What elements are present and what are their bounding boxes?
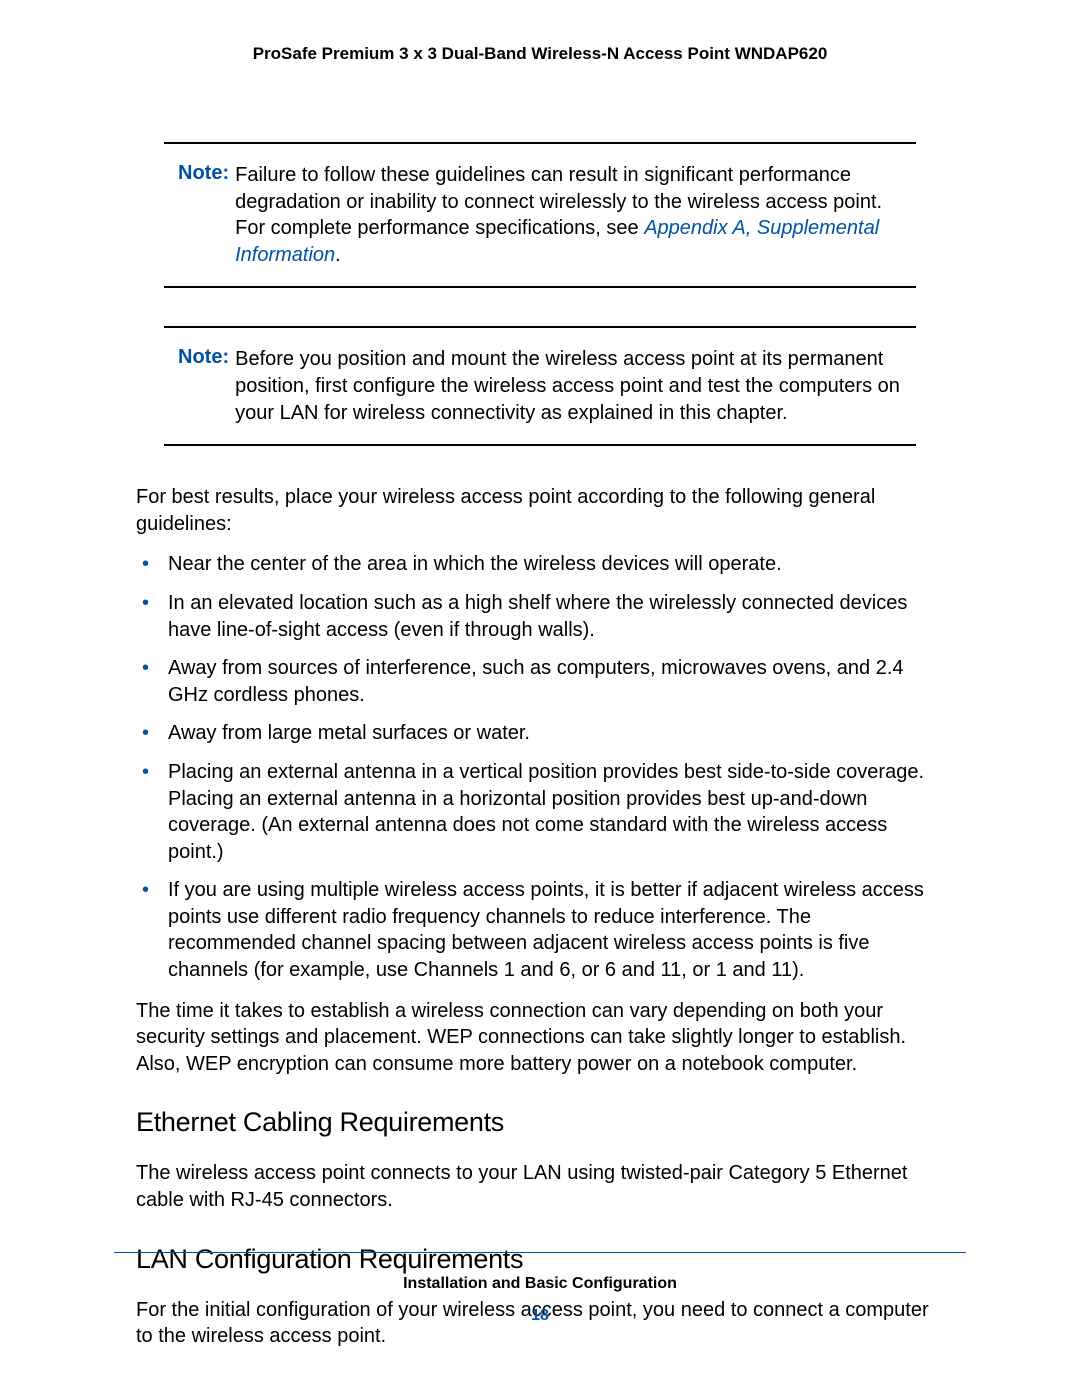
note-box-2: Note: Before you position and mount the … (164, 326, 916, 446)
list-item: Near the center of the area in which the… (136, 551, 944, 578)
guidelines-list: Near the center of the area in which the… (136, 551, 944, 983)
page-header: ProSafe Premium 3 x 3 Dual-Band Wireless… (0, 0, 1080, 84)
section-body-ethernet: The wireless access point connects to yo… (136, 1160, 944, 1213)
note-text: Failure to follow these guidelines can r… (235, 162, 904, 268)
page-content: Note: Failure to follow these guidelines… (0, 142, 1080, 1350)
note-text: Before you position and mount the wirele… (235, 346, 904, 426)
list-item: Away from large metal surfaces or water. (136, 720, 944, 747)
section-heading-ethernet: Ethernet Cabling Requirements (136, 1107, 944, 1138)
list-item: Away from sources of interference, such … (136, 655, 944, 708)
list-item: In an elevated location such as a high s… (136, 590, 944, 643)
footer-page-number: 18 (114, 1307, 966, 1325)
closing-paragraph: The time it takes to establish a wireles… (136, 998, 944, 1078)
note-after-link: . (335, 244, 341, 266)
note-box-1: Note: Failure to follow these guidelines… (164, 142, 916, 288)
list-item: If you are using multiple wireless acces… (136, 877, 944, 983)
note-label: Note: (178, 346, 235, 369)
list-item: Placing an external antenna in a vertica… (136, 759, 944, 865)
page-footer: Installation and Basic Configuration 18 (114, 1252, 966, 1325)
note-label: Note: (178, 162, 235, 185)
intro-paragraph: For best results, place your wireless ac… (136, 484, 944, 537)
footer-title: Installation and Basic Configuration (114, 1275, 966, 1293)
